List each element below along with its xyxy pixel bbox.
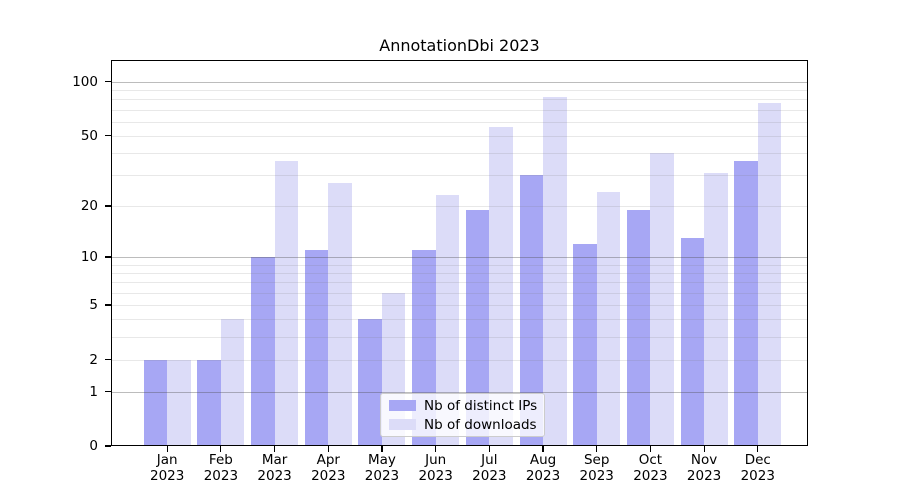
x-tick-mark-oct xyxy=(649,446,651,452)
minor-gridline-80 xyxy=(111,99,808,101)
bar-downloads-jan xyxy=(167,359,191,446)
legend-item-downloads: Nb of downloads xyxy=(389,416,537,433)
y-tick-label-0: 0 xyxy=(89,438,98,454)
bar-ips-aug xyxy=(519,175,544,446)
x-tick-label-apr-2023: Apr 2023 xyxy=(311,452,346,484)
bar-ips-jan xyxy=(143,359,168,446)
minor-gridline-90 xyxy=(111,90,808,92)
x-tick-mark-may xyxy=(381,446,383,452)
x-tick-label-jan-2023: Jan 2023 xyxy=(150,452,185,484)
y-tick-mark-0 xyxy=(105,445,111,447)
minor-gridline-40 xyxy=(111,153,808,155)
legend-label-ips: Nb of distinct IPs xyxy=(424,397,538,414)
y-tick-mark-50 xyxy=(105,135,111,137)
y-tick-label-100: 100 xyxy=(72,73,98,90)
legend: Nb of distinct IPs Nb of downloads xyxy=(380,393,545,437)
major-gridline-100 xyxy=(111,81,808,83)
y-tick-label-10: 10 xyxy=(80,249,98,266)
bar-downloads-mar xyxy=(274,161,299,446)
legend-label-downloads: Nb of downloads xyxy=(424,416,537,433)
y-tick-mark-1 xyxy=(105,391,111,393)
y-tick-mark-20 xyxy=(105,205,111,207)
bar-downloads-nov xyxy=(704,172,728,446)
x-tick-mark-feb xyxy=(220,446,222,452)
bar-ips-feb xyxy=(197,359,221,446)
x-tick-mark-nov xyxy=(703,446,705,452)
y-tick-label-1: 1 xyxy=(89,383,98,400)
bar-downloads-sep xyxy=(596,192,621,446)
x-tick-label-nov-2023: Nov 2023 xyxy=(686,452,722,484)
bar-ips-mar xyxy=(251,257,275,446)
x-tick-mark-jun xyxy=(435,446,437,452)
x-tick-label-aug-2023: Aug 2023 xyxy=(525,452,561,484)
x-tick-mark-mar xyxy=(273,446,276,452)
minor-gridline-60 xyxy=(111,121,808,123)
bar-downloads-dec xyxy=(757,103,782,446)
legend-item-ips: Nb of distinct IPs xyxy=(389,397,538,414)
bar-downloads-feb xyxy=(220,319,245,446)
x-tick-label-mar-2023: Mar 2023 xyxy=(257,452,292,484)
x-tick-mark-aug xyxy=(542,446,544,452)
y-tick-label-20: 20 xyxy=(80,197,98,214)
bar-ips-sep xyxy=(573,243,597,446)
plot-area xyxy=(111,60,808,446)
y-tick-label-5: 5 xyxy=(89,296,98,313)
x-tick-mark-sep xyxy=(596,446,598,452)
x-tick-mark-jan xyxy=(166,446,168,452)
bar-ips-dec xyxy=(734,161,758,446)
legend-swatch-ips xyxy=(389,400,416,411)
bar-downloads-oct xyxy=(650,153,674,446)
legend-swatch-downloads xyxy=(389,419,416,430)
x-tick-mark-apr xyxy=(327,446,329,452)
x-tick-label-jul-2023: Jul 2023 xyxy=(472,452,507,484)
y-tick-label-50: 50 xyxy=(80,127,98,144)
y-tick-mark-2 xyxy=(105,359,111,361)
bar-ips-may xyxy=(358,319,382,446)
y-tick-mark-5 xyxy=(105,304,111,306)
bar-ips-oct xyxy=(626,209,651,446)
chart-title: AnnotationDbi 2023 xyxy=(379,36,540,55)
bar-downloads-apr xyxy=(328,183,352,446)
bar-ips-jul xyxy=(465,209,490,446)
bar-ips-apr xyxy=(304,250,329,446)
x-tick-mark-jul xyxy=(488,446,490,452)
minor-gridline-70 xyxy=(111,109,808,111)
bar-downloads-jul xyxy=(489,127,513,446)
minor-gridline-50 xyxy=(111,135,808,137)
x-tick-label-dec-2023: Dec 2023 xyxy=(740,452,775,484)
bar-downloads-jun xyxy=(435,195,460,446)
y-tick-label-2: 2 xyxy=(89,351,98,368)
x-tick-label-may-2023: May 2023 xyxy=(364,452,400,484)
x-tick-label-oct-2023: Oct 2023 xyxy=(633,452,668,484)
x-tick-mark-dec xyxy=(757,446,759,452)
y-tick-mark-100 xyxy=(105,81,111,83)
bar-downloads-aug xyxy=(543,97,567,446)
bar-ips-nov xyxy=(680,238,705,446)
x-tick-label-sep-2023: Sep 2023 xyxy=(579,452,614,484)
y-tick-mark-10 xyxy=(105,256,111,258)
x-tick-label-jun-2023: Jun 2023 xyxy=(418,452,453,484)
x-tick-label-feb-2023: Feb 2023 xyxy=(203,452,239,484)
